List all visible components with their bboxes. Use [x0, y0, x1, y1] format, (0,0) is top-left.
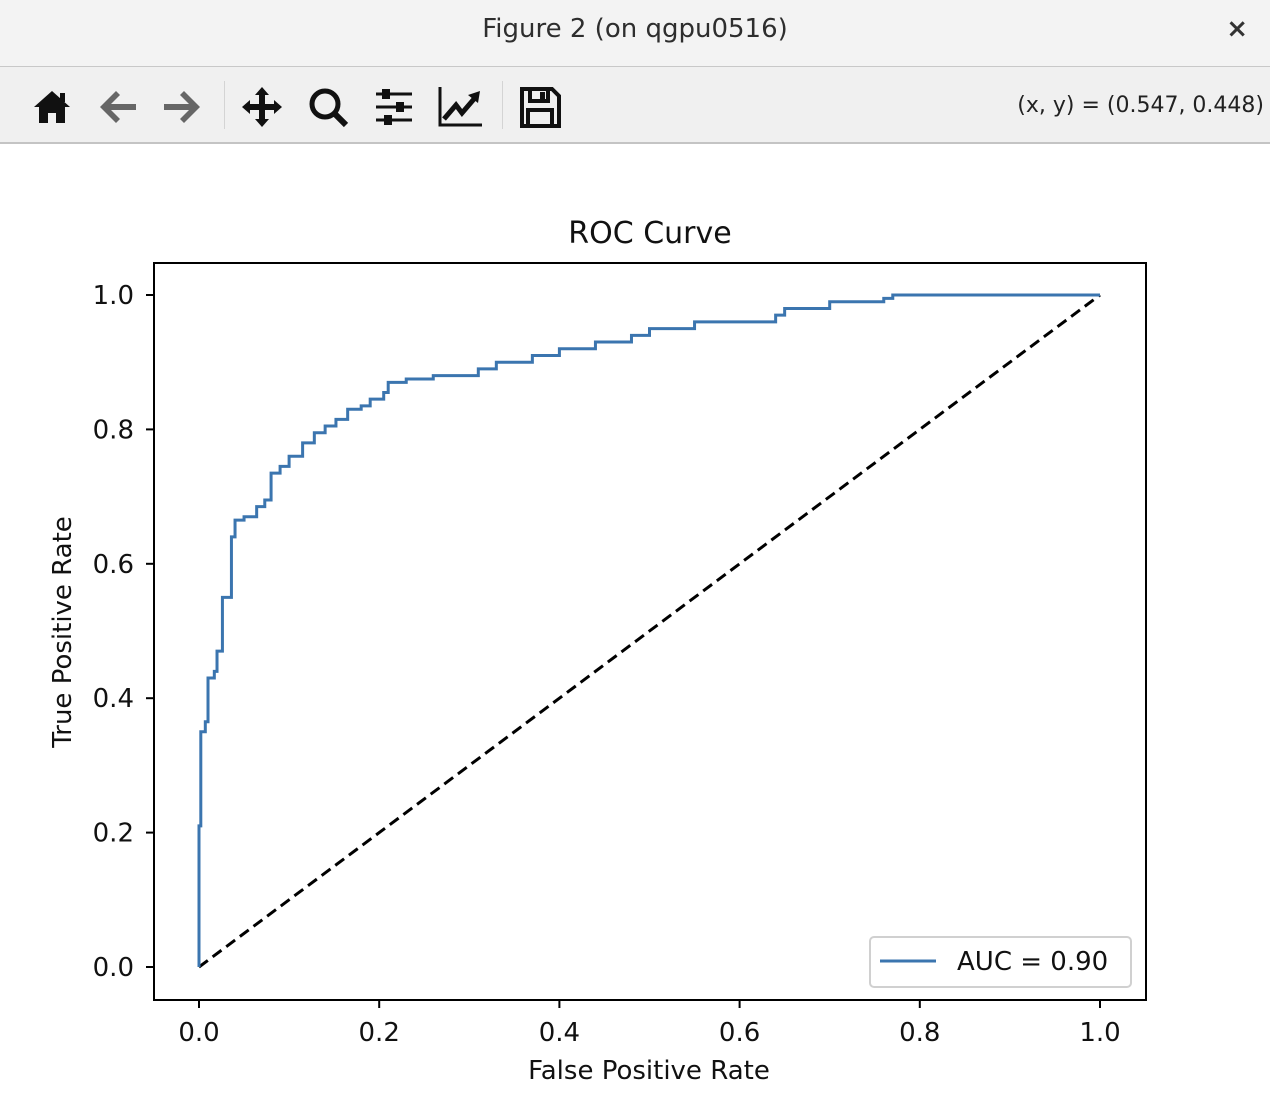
- forward-icon[interactable]: [160, 85, 204, 129]
- home-icon[interactable]: [30, 85, 74, 129]
- configure-subplots-icon[interactable]: [372, 85, 416, 129]
- x-tick-label: 0.0: [178, 1018, 219, 1048]
- save-icon[interactable]: [518, 85, 562, 129]
- x-ticks: 0.0 0.2 0.4 0.6 0.8 1.0: [178, 1000, 1121, 1048]
- toolbar-separator: [502, 81, 503, 129]
- edit-axes-icon[interactable]: [438, 85, 482, 129]
- title-bar: Figure 2 (on qgpu0516) ×: [0, 0, 1270, 67]
- y-ticks: 0.0 0.2 0.4 0.6 0.8 1.0: [93, 281, 154, 983]
- back-icon[interactable]: [96, 85, 140, 129]
- zoom-icon[interactable]: [306, 85, 350, 129]
- chart-title: ROC Curve: [568, 216, 731, 251]
- x-axis-label: False Positive Rate: [528, 1056, 770, 1086]
- y-axis-label: True Positive Rate: [48, 516, 78, 749]
- window-title: Figure 2 (on qgpu0516): [482, 14, 788, 44]
- y-tick-label: 0.2: [93, 819, 134, 849]
- figure-canvas[interactable]: ROC Curve 0.0 0.2 0.4 0.6 0.8 1.0 0.00.20.40.…: [0, 144, 1270, 1104]
- pan-icon[interactable]: [240, 85, 284, 129]
- legend-label: AUC = 0.90: [957, 947, 1108, 977]
- axes-frame: [153, 262, 1147, 1001]
- close-button[interactable]: ×: [1226, 14, 1248, 44]
- y-tick-label: 0.0: [93, 953, 134, 983]
- toolbar: (x, y) = (0.547, 0.448): [0, 67, 1270, 144]
- x-tick-label: 0.2: [359, 1018, 400, 1048]
- toolbar-separator: [224, 81, 225, 129]
- y-tick-label: 0.6: [93, 550, 134, 580]
- x-tick-label: 1.0: [1079, 1018, 1120, 1048]
- legend: AUC = 0.90: [869, 936, 1132, 988]
- y-tick-label: 0.4: [93, 684, 134, 714]
- y-tick-label: 0.8: [93, 415, 134, 445]
- legend-box: [869, 936, 1132, 988]
- plot-area: [197, 293, 1101, 969]
- chance-line: [198, 293, 1101, 969]
- x-tick-label: 0.8: [899, 1018, 940, 1048]
- y-tick-label: 1.0: [93, 281, 134, 311]
- x-tick-label: 0.6: [719, 1018, 760, 1048]
- x-tick-label: 0.4: [539, 1018, 580, 1048]
- cursor-coordinates: (x, y) = (0.547, 0.448): [1017, 93, 1264, 118]
- roc-curve-line: [197, 293, 1100, 967]
